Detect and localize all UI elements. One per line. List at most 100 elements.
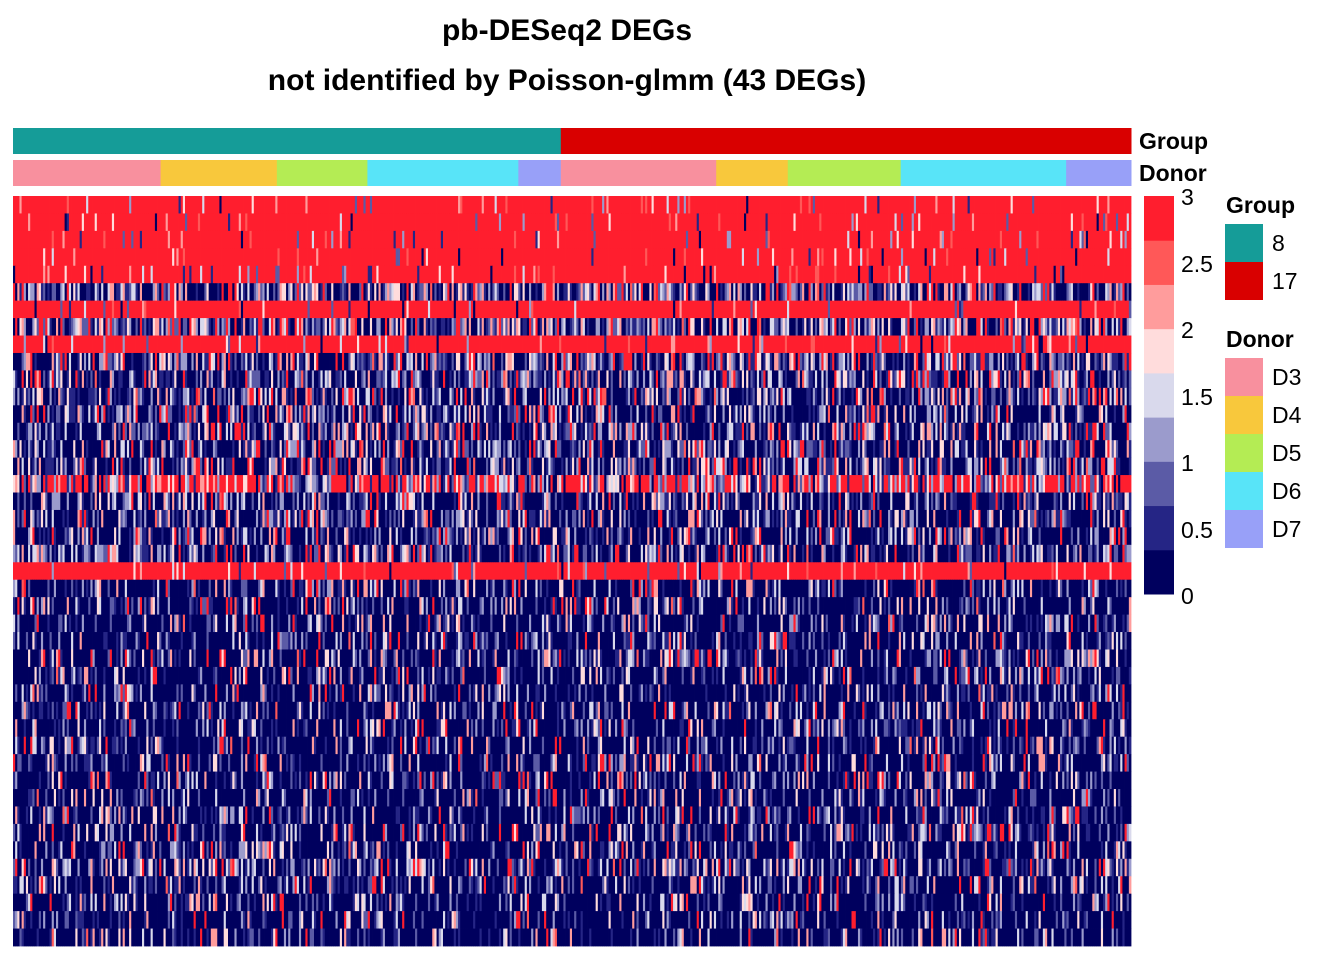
heatmap-cell [238,213,242,232]
heatmap-cell [268,283,272,302]
heatmap-cell [322,318,326,336]
heatmap-cell [412,318,416,336]
heatmap-cell [509,196,513,214]
heatmap-cell [264,283,268,302]
heatmap-cell [720,248,723,267]
heatmap-cell [1107,248,1110,267]
heatmap-cell [395,300,399,319]
heatmap-cell [832,265,835,284]
heatmap-cell [722,248,726,267]
heatmap-cell [509,283,513,302]
heatmap-cell [219,283,222,302]
heatmap-cell [956,300,960,319]
heatmap-cell [756,335,760,354]
heatmap-cell [271,265,274,284]
heatmap-cell [346,318,349,336]
heatmap-cell [808,196,812,214]
heatmap-cell [931,283,934,302]
heatmap-cell [75,335,78,354]
heatmap-cell [539,196,543,214]
heatmap-cell [311,318,315,336]
heatmap-cell [952,283,956,302]
heatmap-cell [1088,230,1091,249]
heatmap-cell [834,265,837,284]
heatmap-cell [232,248,235,267]
heatmap-cell [754,335,758,354]
heatmap-cell [238,248,242,267]
heatmap-cell [189,265,192,284]
heatmap-cell [247,318,250,336]
heatmap-cell [316,213,319,232]
heatmap-cell [470,265,474,284]
heatmap-cell [275,230,278,249]
heatmap-cell [948,283,951,302]
heatmap-cell [318,283,321,302]
heatmap-cell [208,335,212,354]
heatmap-cell [836,283,839,302]
heatmap-cell [685,318,689,336]
heatmap-cell [363,335,366,354]
heatmap-cell [782,300,786,319]
heatmap-cell [217,248,220,267]
heatmap-cell [610,335,614,354]
heatmap-cell [176,283,179,302]
heatmap-cell [245,230,248,249]
heatmap-cell [481,230,485,249]
heatmap-cell [496,213,500,232]
heatmap-cell [32,213,35,232]
heatmap-cell [1021,213,1024,232]
heatmap-cell [696,318,700,336]
heatmap-cell [584,335,588,354]
heatmap-cell [522,265,526,284]
heatmap-cell [969,196,973,214]
heatmap-cell [316,265,319,284]
heatmap-cell [258,335,261,354]
heatmap-cell [965,248,968,267]
heatmap-cell [948,248,951,267]
heatmap-cell [520,352,523,371]
heatmap-cell [182,265,186,284]
heatmap-cell [956,335,960,354]
heatmap-cell [522,300,526,319]
heatmap-cell [666,248,670,267]
heatmap-cell [974,196,977,214]
heatmap-cell [32,335,35,354]
heatmap-cell [187,335,190,354]
heatmap-cell [294,352,298,371]
heatmap-cell [1047,265,1050,284]
heatmap-cell [892,318,895,336]
heatmap-cell [296,265,300,284]
heatmap-cell [1066,318,1070,336]
heatmap-cell [174,248,177,267]
heatmap-cell [752,230,756,249]
heatmap-cell [559,196,562,214]
heatmap-cell [234,230,237,249]
heatmap-cell [516,283,519,302]
heatmap-cell [352,213,356,232]
heatmap-cell [329,352,332,371]
heatmap-cell [225,248,229,267]
heatmap-cell [73,196,76,214]
heatmap-cell [1066,196,1070,214]
heatmap-cell [53,196,57,214]
heatmap-cell [387,196,390,214]
heatmap-cell [434,248,437,267]
heatmap-cell [974,318,977,336]
heatmap-cell [821,248,824,267]
heatmap-cell [286,335,289,354]
heatmap-cell [271,300,274,319]
heatmap-cell [1040,335,1044,354]
heatmap-cell [1010,230,1014,249]
heatmap-cell [1128,283,1132,302]
heatmap-cell [767,213,771,232]
heatmap-cell [574,248,577,267]
heatmap-cell [174,196,177,214]
heatmap-cell [49,283,53,302]
heatmap-cell [685,248,689,267]
heatmap-cell [554,213,558,232]
heatmap-cell [154,283,158,302]
heatmap-cell [163,352,167,371]
heatmap-cell [513,196,517,214]
heatmap-cell [434,352,437,371]
heatmap-cell [890,248,893,267]
